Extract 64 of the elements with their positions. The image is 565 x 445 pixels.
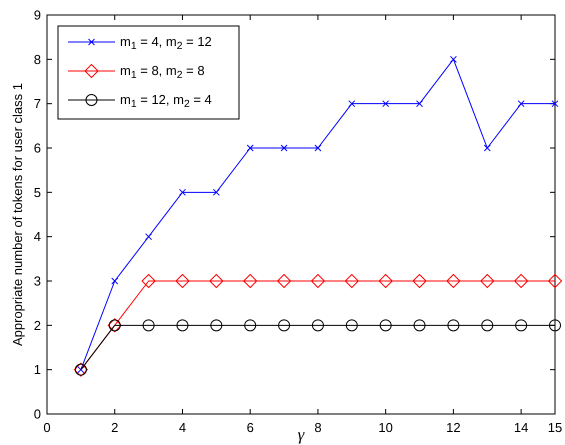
y-tick-label: 1 (34, 362, 41, 378)
x-tick-label: 10 (378, 420, 393, 435)
point (348, 100, 356, 108)
point (481, 319, 494, 332)
point (484, 144, 491, 152)
x-tick-label: 6 (246, 420, 254, 435)
point (277, 274, 292, 288)
point (310, 274, 325, 288)
point (246, 144, 254, 152)
point (450, 56, 457, 63)
y-tick-label: 9 (34, 8, 41, 22)
x-tick-label: 15 (548, 420, 562, 435)
point (314, 144, 322, 152)
point (142, 274, 156, 288)
point (515, 319, 528, 332)
point (446, 274, 460, 288)
point (518, 100, 525, 108)
point (412, 274, 427, 288)
x-tick-label: 14 (514, 420, 528, 435)
point (278, 319, 290, 332)
x-tick-label: 2 (111, 420, 118, 435)
point (209, 274, 224, 288)
point (280, 144, 288, 152)
x-tick-label: 8 (314, 420, 322, 435)
legend-label: m$_{1}$ = 12, m$_{2}$ = 4 (120, 92, 212, 110)
point (447, 319, 460, 332)
legend-label: m$_{1}$ = 8, m$_{2}$ = 8 (120, 63, 205, 81)
point (312, 319, 324, 332)
x-tick-label: 4 (178, 420, 186, 435)
point (382, 100, 390, 108)
y-tick-label: 5 (34, 184, 41, 200)
point (346, 319, 358, 332)
point (244, 319, 256, 332)
point (549, 319, 561, 332)
y-tick-label: 2 (34, 318, 41, 333)
point (210, 319, 222, 332)
point (176, 319, 188, 332)
point (212, 188, 220, 196)
point (552, 100, 558, 108)
y-tick-label: 3 (34, 274, 41, 288)
legend-label: m$_{1}$ = 4, m$_{2}$ = 12 (120, 34, 212, 52)
y-axis-title: Appropriate number of tokens for user class 1 (10, 82, 25, 346)
point (175, 274, 190, 288)
point (344, 274, 359, 288)
y-tick-label: 4 (34, 229, 41, 244)
point (378, 274, 393, 288)
y-tick-label: 7 (34, 96, 41, 112)
x-tick-label: 0 (43, 420, 51, 435)
point (243, 274, 258, 288)
point (480, 274, 494, 288)
point (514, 274, 528, 288)
y-tick-label: 0 (34, 406, 41, 422)
y-tick-label: 8 (34, 52, 41, 67)
point (111, 278, 118, 284)
x-tick-label: 12 (446, 420, 461, 435)
point (380, 319, 392, 332)
point (548, 274, 562, 288)
point (416, 100, 424, 108)
point (145, 233, 152, 240)
point (414, 319, 426, 332)
point (142, 319, 155, 332)
y-tick-label: 6 (34, 140, 41, 156)
point (178, 188, 186, 196)
x-axis-title: γ (298, 425, 306, 444)
